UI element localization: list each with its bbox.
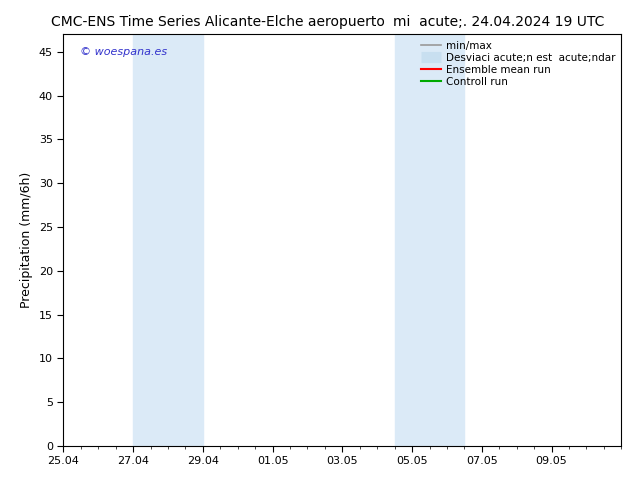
Bar — [394, 34, 464, 446]
Y-axis label: Precipitation (mm/6h): Precipitation (mm/6h) — [20, 172, 34, 308]
Legend: min/max, Desviaci acute;n est  acute;ndar, Ensemble mean run, Controll run: min/max, Desviaci acute;n est acute;ndar… — [417, 37, 618, 90]
Text: © woespana.es: © woespana.es — [80, 47, 167, 57]
Text: mi  acute;. 24.04.2024 19 UTC: mi acute;. 24.04.2024 19 UTC — [393, 15, 604, 29]
Text: CMC-ENS Time Series Alicante-Elche aeropuerto: CMC-ENS Time Series Alicante-Elche aerop… — [51, 15, 385, 29]
Bar — [133, 34, 203, 446]
